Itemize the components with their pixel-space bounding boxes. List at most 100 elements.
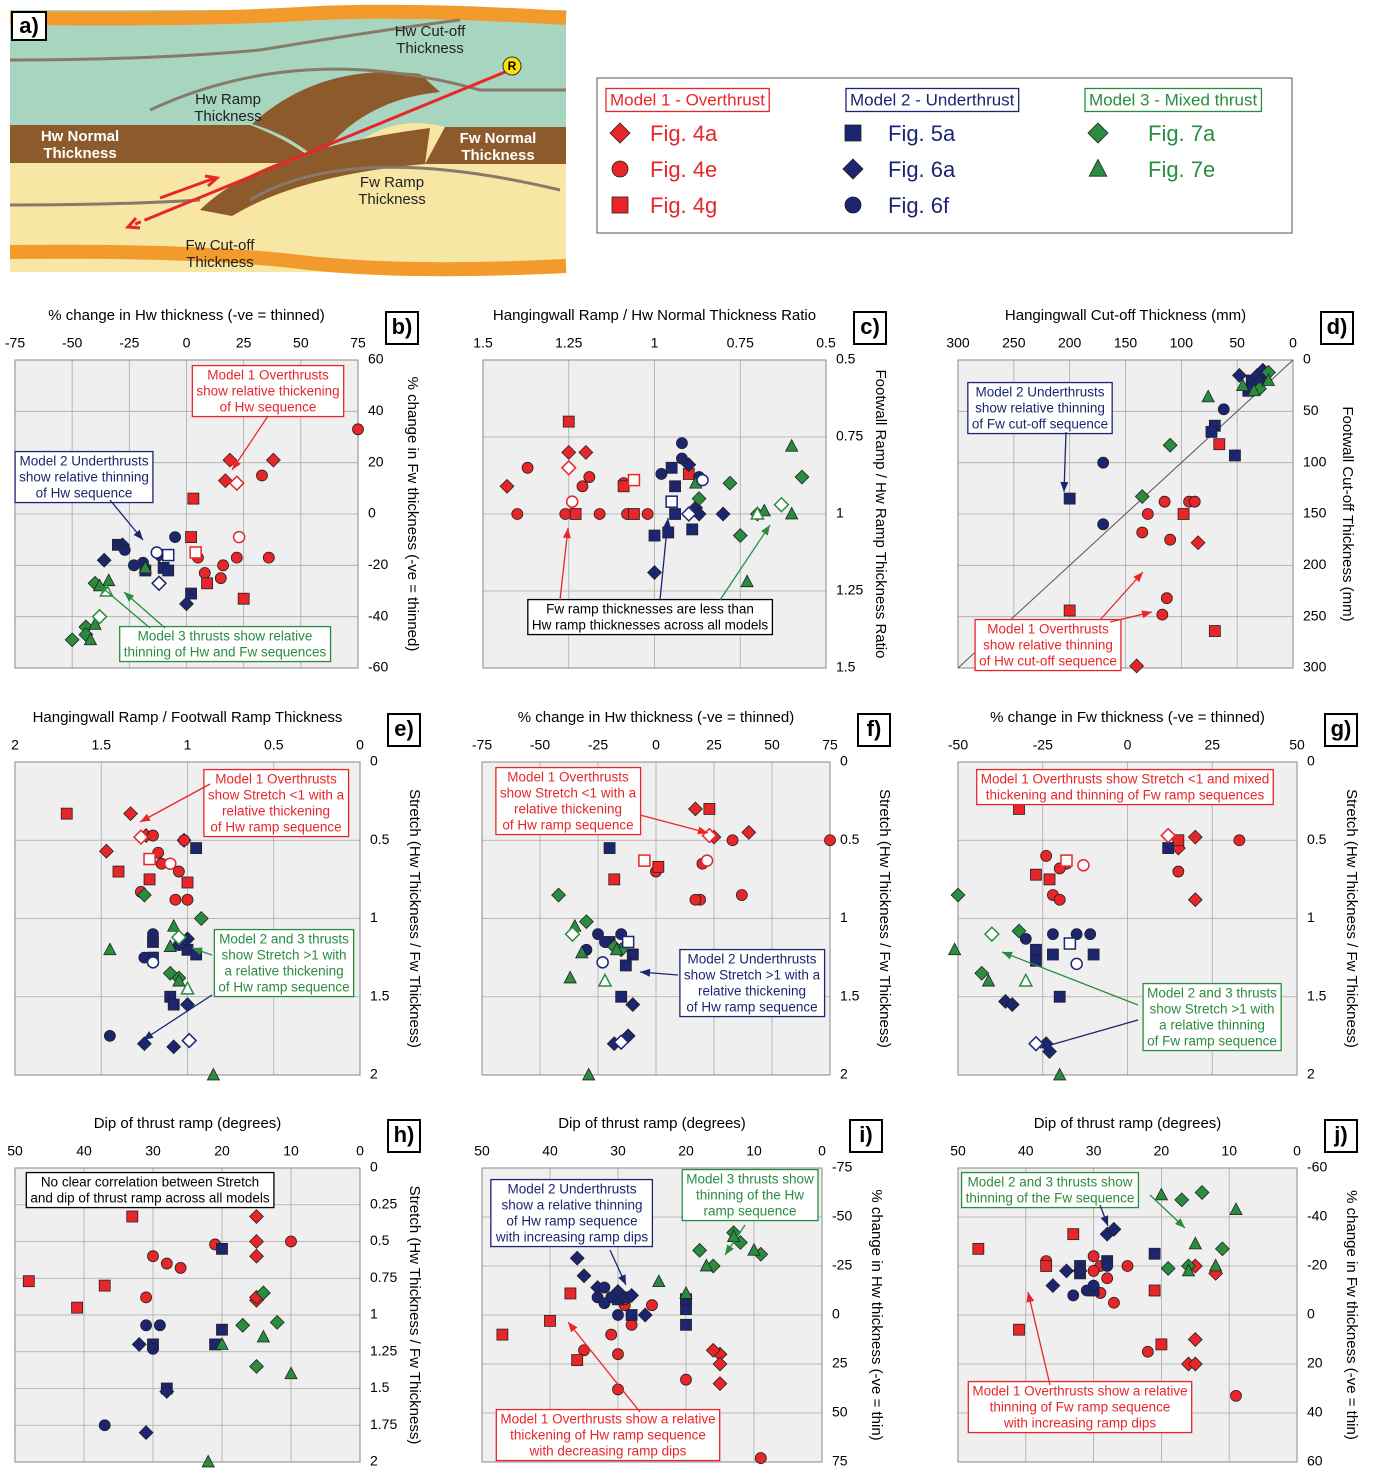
diagram-label: Hw Normal [41,128,119,145]
annotation-text: show Stretch >1 with a [684,968,821,983]
y-tick-label: 0.75 [370,1269,397,1285]
data-point [670,481,681,492]
data-point [1137,527,1148,538]
annotation-text: and dip of thrust ramp across all models [30,1191,270,1206]
legend-marker [612,197,628,213]
data-point [627,949,638,960]
data-point [626,1319,637,1330]
x-tick-label: 10 [1221,1143,1237,1159]
annotation-text: thinning of Fw ramp sequence [990,1400,1171,1415]
data-point [163,565,174,576]
panel-label: g) [1331,716,1352,741]
y-tick-label: 100 [1303,453,1327,469]
x-tick-label: 10 [283,1143,299,1159]
data-point [238,593,249,604]
data-point [113,866,124,877]
data-point [676,438,687,449]
x-tick-label: 50 [1229,335,1245,351]
data-point [217,1324,228,1335]
x-tick-label: -50 [530,737,550,753]
data-point [1098,457,1109,468]
x-axis-title: Hangingwall Ramp / Footwall Ramp Thickne… [33,709,343,726]
annotation-text: Model 1 Overthrusts [507,770,629,785]
data-point [1030,944,1041,955]
annotation-text: thinning of the Hw [696,1188,804,1203]
x-axis-title: Dip of thrust ramp (degrees) [1034,1115,1222,1132]
y-tick-label: 1.5 [370,1379,390,1395]
data-point [697,475,708,486]
y-axis-title: Footwall Ramp / Hw Ramp Thickness Ratio [872,370,889,659]
x-tick-label: 30 [145,1143,161,1159]
data-point [23,1276,34,1287]
annotation-text: of Hw ramp sequence [686,1000,817,1015]
annotation-text: Model 2 Underthrusts [687,952,816,967]
panel-label: a) [19,13,39,38]
x-tick-label: 0 [652,737,660,753]
data-point [1098,519,1109,530]
data-point [597,957,608,968]
data-point [128,560,139,571]
y-tick-label: 150 [1303,505,1327,521]
data-point [1149,1285,1160,1296]
y-tick-label: 50 [1303,402,1319,418]
y-tick-label: 1.5 [1307,987,1327,1003]
data-point [1142,509,1153,520]
x-tick-label: -75 [5,335,25,351]
data-point [639,855,650,866]
y-tick-label: 2 [370,1453,378,1469]
y-tick-label: -20 [1307,1257,1327,1273]
legend-label: Fig. 4g [650,193,717,218]
legend-label: Fig. 6f [888,193,950,218]
data-point [563,416,574,427]
y-tick-label: -50 [832,1208,852,1224]
y-tick-label: 1 [370,909,378,925]
annotation-text: Model 2 Underthrusts [19,454,148,469]
data-point [736,890,747,901]
data-point [1064,938,1075,949]
x-tick-label: 30 [1086,1143,1102,1159]
data-point [666,496,677,507]
y-tick-label: 0 [370,753,378,769]
data-point [642,509,653,520]
data-point [1085,929,1096,940]
x-axis-title: % change in Hw thickness (-ve = thinned) [48,307,324,324]
data-point [1054,991,1065,1002]
data-point [1189,496,1200,507]
upper-boundary [10,12,566,19]
x-tick-label: 1.25 [555,335,582,351]
y-tick-label: 1.75 [370,1416,397,1432]
annotation-text: Model 1 Overthrusts show a relative [972,1384,1187,1399]
data-point [186,532,197,543]
y-tick-label: 40 [368,402,384,418]
legend-group-title: Model 2 - Underthrust [850,90,1015,109]
annotation-text: Model 1 Overthrusts [207,368,329,383]
x-tick-label: -25 [588,737,608,753]
data-point [170,894,181,905]
diagram-label: Thickness [194,108,262,125]
x-axis-title: Dip of thrust ramp (degrees) [558,1115,746,1132]
data-point [628,475,639,486]
data-point [1102,1261,1113,1272]
y-tick-label: 1 [836,505,844,521]
y-tick-label: -25 [832,1257,852,1273]
data-point [560,509,571,520]
data-point [690,894,701,905]
data-point [168,999,179,1010]
x-tick-label: -75 [472,737,492,753]
data-point [148,830,159,841]
data-point [1218,404,1229,415]
data-point [1044,874,1055,885]
data-point [1159,496,1170,507]
x-tick-label: 50 [474,1143,490,1159]
y-tick-label: 60 [368,351,384,367]
y-tick-label: 75 [832,1453,848,1469]
data-point [1068,1290,1079,1301]
y-tick-label: 0 [840,753,848,769]
data-point [104,1030,115,1041]
data-point [681,1374,692,1385]
data-point [584,472,595,483]
x-axis-title: % change in Fw thickness (-ve = thinned) [990,709,1265,726]
x-tick-label: 200 [1058,335,1082,351]
data-point [1014,1324,1025,1335]
data-point [1178,509,1189,520]
